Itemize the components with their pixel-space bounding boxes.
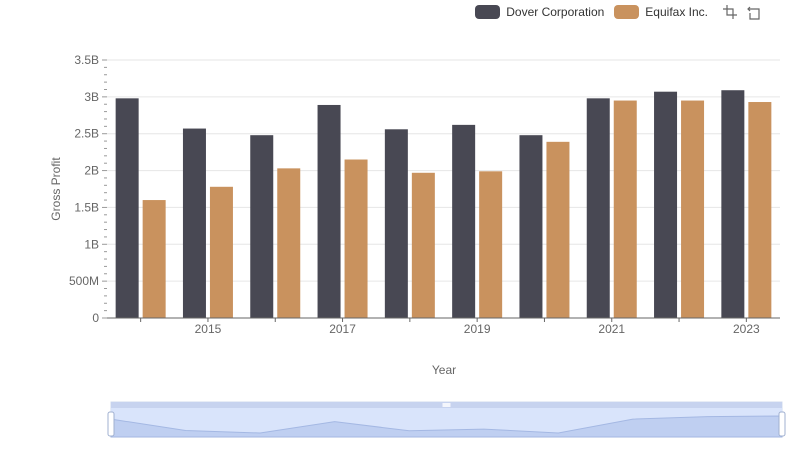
bar-dover-2017[interactable] (317, 104, 341, 318)
y-tick-label: 2.5B (74, 127, 99, 141)
y-tick-label: 3B (84, 90, 99, 104)
bar-equifax-2021[interactable] (613, 100, 637, 319)
data-zoom-slider[interactable] (107, 401, 786, 438)
legend-swatch-dover (475, 5, 501, 19)
y-tick-label: 1.5B (74, 200, 99, 214)
legend-item-dover[interactable]: Dover Corporation (475, 5, 604, 19)
bar-dover-2022[interactable] (654, 91, 678, 318)
bar-dover-2016[interactable] (250, 135, 274, 318)
bar-equifax-2015[interactable] (209, 186, 233, 318)
bar-equifax-2016[interactable] (277, 168, 301, 318)
zoom-start-handle[interactable] (107, 411, 115, 437)
y-tick-label: 1B (84, 237, 99, 251)
bar-equifax-2014[interactable] (142, 200, 166, 318)
bar-equifax-2020[interactable] (546, 141, 570, 318)
zoom-reset-icon[interactable] (746, 4, 762, 20)
legend-label-dover: Dover Corporation (506, 5, 605, 19)
bar-equifax-2023[interactable] (748, 102, 772, 318)
bar-dover-2020[interactable] (519, 135, 543, 318)
bar-dover-2018[interactable] (384, 129, 408, 318)
zoom-grip-icon (442, 403, 451, 407)
bar-equifax-2017[interactable] (344, 159, 368, 318)
toolbox (722, 4, 762, 20)
bar-dover-2021[interactable] (586, 98, 610, 319)
y-axis-title: Gross Profit (49, 157, 63, 221)
bar-dover-2023[interactable] (721, 90, 745, 318)
x-axis: 2015 2017 2019 2021 2023 (107, 317, 780, 336)
bar-dover-2015[interactable] (182, 128, 206, 318)
legend-label-equifax: Equifax Inc. (645, 5, 708, 19)
x-tick-label: 2015 (195, 322, 222, 336)
bar-equifax-2019[interactable] (479, 171, 503, 318)
x-tick-label: 2021 (598, 322, 625, 336)
y-axis: 0 500M 1B 1.5B 2B 2.5B 3B 3.5B (69, 53, 107, 325)
legend-swatch-equifax (614, 5, 640, 19)
x-tick-label: 2023 (733, 322, 760, 336)
bar-equifax-2022[interactable] (681, 100, 705, 319)
y-tick-label: 500M (69, 274, 99, 288)
bars (115, 90, 772, 319)
bar-equifax-2018[interactable] (411, 172, 435, 318)
grid-lines (107, 59, 780, 319)
zoom-end-handle[interactable] (778, 411, 786, 437)
zoom-icon[interactable] (722, 4, 738, 20)
y-tick-label: 0 (92, 311, 99, 325)
legend-item-equifax[interactable]: Equifax Inc. (614, 5, 708, 19)
y-tick-label: 2B (84, 164, 99, 178)
x-tick-label: 2017 (329, 322, 356, 336)
x-axis-title: Year (432, 363, 456, 377)
y-tick-label: 3.5B (74, 53, 99, 67)
bar-dover-2014[interactable] (115, 98, 139, 319)
legend: Dover Corporation Equifax Inc. (475, 4, 762, 20)
bar-dover-2019[interactable] (452, 124, 476, 319)
x-tick-label: 2019 (464, 322, 491, 336)
